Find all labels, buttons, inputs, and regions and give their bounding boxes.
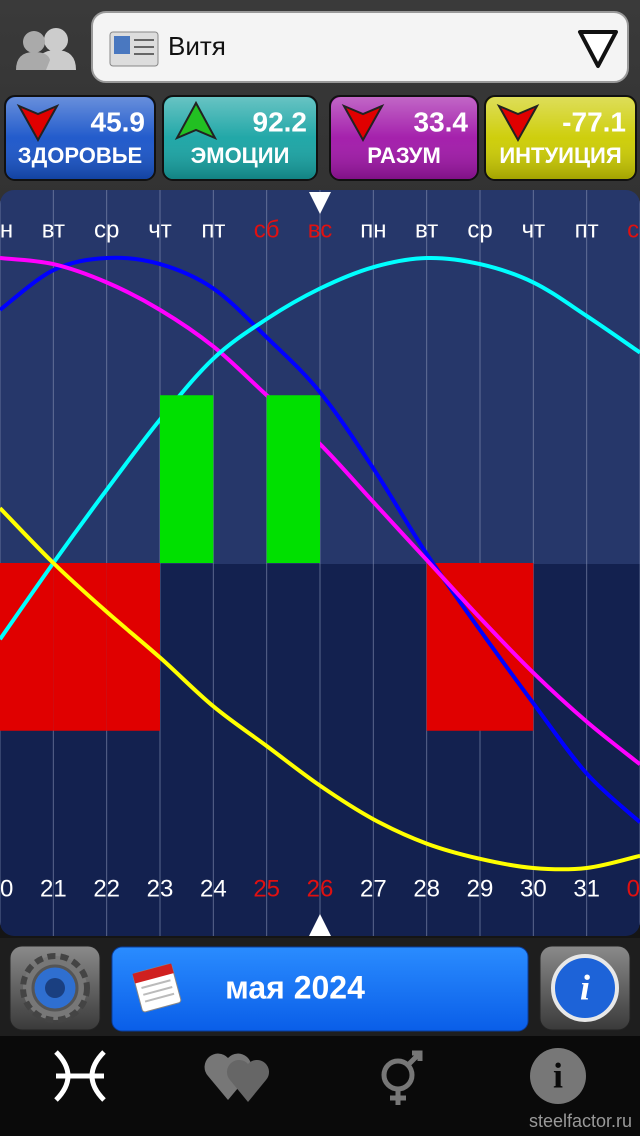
user-name: Витя — [168, 31, 226, 61]
stat-label: ЗДОРОВЬЕ — [18, 143, 142, 168]
day-block — [160, 395, 214, 563]
tab-gender[interactable] — [381, 1050, 423, 1105]
biorhythm-curve — [0, 506, 640, 872]
info-button[interactable]: i — [539, 945, 631, 1031]
weekday-label: вт — [415, 216, 438, 243]
stat-label: ЭМОЦИИ — [191, 143, 290, 168]
date-label: 27 — [360, 875, 387, 902]
weekday-label: пт — [201, 216, 225, 243]
date-label: 23 — [147, 875, 174, 902]
stat-card[interactable]: 33.4 РАЗУМ — [329, 95, 479, 181]
date-label: 25 — [253, 875, 280, 902]
selected-day-marker-bottom — [309, 914, 331, 936]
day-block — [106, 563, 160, 731]
svg-text:i: i — [580, 967, 590, 1007]
trend-arrow — [496, 103, 540, 143]
biorhythm-curve — [0, 256, 640, 766]
weekday-label: пн — [360, 216, 386, 243]
date-label: 24 — [200, 875, 227, 902]
day-block — [0, 563, 54, 731]
weekday-label: вс — [308, 216, 332, 243]
date-label: 28 — [413, 875, 440, 902]
day-block — [266, 395, 320, 563]
date-label: 22 — [93, 875, 120, 902]
date-label: 01 — [627, 875, 640, 902]
tab-compatibility[interactable] — [204, 1053, 270, 1102]
weekday-label: чт — [148, 216, 172, 243]
selected-day-marker-top — [309, 192, 331, 214]
stat-card[interactable]: -77.1 ИНТУИЦИЯ — [484, 95, 637, 181]
date-label: 29 — [467, 875, 494, 902]
stat-card[interactable]: 45.9 ЗДОРОВЬЕ — [4, 95, 156, 181]
stat-label: РАЗУМ — [367, 143, 441, 168]
stat-label: ИНТУИЦИЯ — [499, 143, 621, 168]
day-block — [53, 563, 107, 731]
biorhythm-curve — [0, 255, 640, 641]
weekday-label: вт — [42, 216, 65, 243]
chart-area: пн 20 вт 21 ср 22 чт 23 пт 24 сб 25 вс 26 пн 27 вт 28 ср 29… — [0, 190, 640, 936]
trend-arrow — [341, 103, 385, 143]
tab-info[interactable]: i — [530, 1048, 586, 1104]
stat-value: 45.9 — [91, 106, 146, 137]
weekday-label: ср — [467, 216, 492, 243]
date-label: 21 — [40, 875, 67, 902]
tab-biorhythm[interactable] — [54, 1050, 106, 1102]
stat-value: 92.2 — [253, 106, 308, 137]
settings-button[interactable] — [9, 945, 101, 1031]
svg-text:i: i — [553, 1055, 563, 1095]
date-label: 26 — [307, 875, 334, 902]
date-button[interactable]: мая 2024 — [111, 946, 529, 1032]
weekday-label: пт — [575, 216, 599, 243]
weekday-label: сб — [627, 216, 640, 243]
stat-value: 33.4 — [414, 106, 469, 137]
date-label: 31 — [573, 875, 600, 902]
chart: пн 20 вт 21 ср 22 чт 23 пт 24 сб 25 вс 26 пн 27 вт 28 ср 29… — [0, 190, 640, 936]
weekday-label: ср — [94, 216, 119, 243]
user-selector[interactable]: Витя — [91, 11, 629, 83]
users-button[interactable] — [16, 28, 76, 70]
weekday-label: чт — [522, 216, 546, 243]
stat-value: -77.1 — [562, 106, 626, 137]
trend-arrow — [174, 100, 218, 141]
date-label: 30 — [520, 875, 547, 902]
stats-row: 45.9 ЗДОРОВЬЕ 92.2 ЭМОЦИИ 33.4 РАЗУМ -77.1 ИНТУ… — [4, 95, 637, 181]
stat-card[interactable]: 92.2 ЭМОЦИИ — [162, 95, 318, 181]
biorhythm-curve — [0, 255, 640, 824]
watermark: steelfactor.ru — [529, 1111, 632, 1131]
month-label: мая 2024 — [225, 969, 365, 1005]
weekday-label: сб — [254, 216, 280, 243]
trend-arrow — [16, 103, 60, 143]
date-label: 20 — [0, 875, 13, 902]
weekday-label: пн — [0, 216, 13, 243]
